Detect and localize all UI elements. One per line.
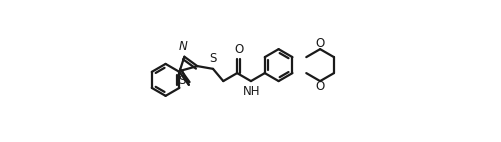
Text: S: S	[209, 52, 216, 65]
Text: NH: NH	[242, 85, 260, 98]
Text: O: O	[315, 80, 324, 93]
Text: O: O	[233, 43, 243, 56]
Text: N: N	[179, 40, 187, 53]
Text: O: O	[315, 37, 324, 50]
Text: S: S	[178, 74, 186, 87]
